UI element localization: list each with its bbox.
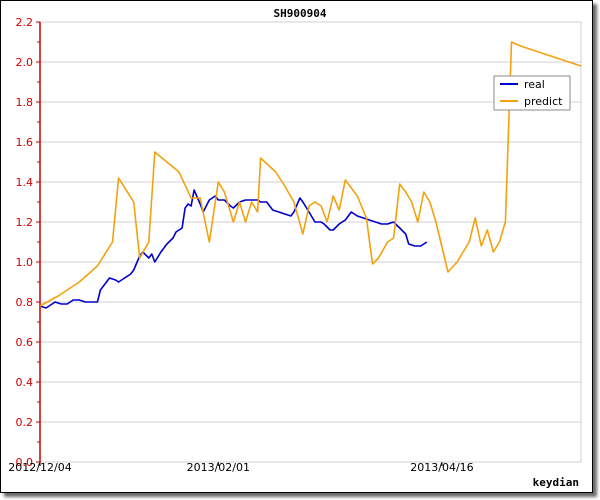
y-tick-label: 0.4 <box>16 376 34 389</box>
grid-lines <box>40 61 581 423</box>
y-tick-label: 1.6 <box>16 136 34 149</box>
legend-box <box>493 75 571 111</box>
footer-label: keydian <box>533 476 579 489</box>
series-lines <box>39 41 582 309</box>
x-tick-label: 2013/02/01 <box>187 461 250 474</box>
series-line-predict <box>39 41 582 307</box>
legend-label-real: real <box>524 78 545 91</box>
series-line-real <box>39 189 428 309</box>
y-tick-label: 0.2 <box>16 416 34 429</box>
chart-title: SH900904 <box>274 7 327 20</box>
x-tick-label: 2012/12/04 <box>8 461 71 474</box>
y-tick-label: 2.2 <box>16 16 34 29</box>
y-tick-label: 1.4 <box>16 176 34 189</box>
y-tick-label: 1.0 <box>16 256 34 269</box>
y-axis: 0.0 0.2 0.4 0.6 0.8 1.0 1.2 1.4 1.6 1.8 2.0 2.2 <box>16 16 41 469</box>
x-axis: 2012/12/04 2013/02/01 2013/04/16 <box>8 461 473 474</box>
legend-label-predict: predict <box>524 95 563 108</box>
y-tick-label: 0.6 <box>16 336 34 349</box>
y-tick-label: 1.8 <box>16 96 34 109</box>
y-tick-label: 0.0 <box>16 456 34 469</box>
legend: real predict <box>493 75 571 111</box>
y-tick-label: 2.0 <box>16 56 34 69</box>
y-tick-label: 0.8 <box>16 296 34 309</box>
x-tick-label: 2013/04/16 <box>410 461 473 474</box>
y-tick-label: 1.2 <box>16 216 34 229</box>
